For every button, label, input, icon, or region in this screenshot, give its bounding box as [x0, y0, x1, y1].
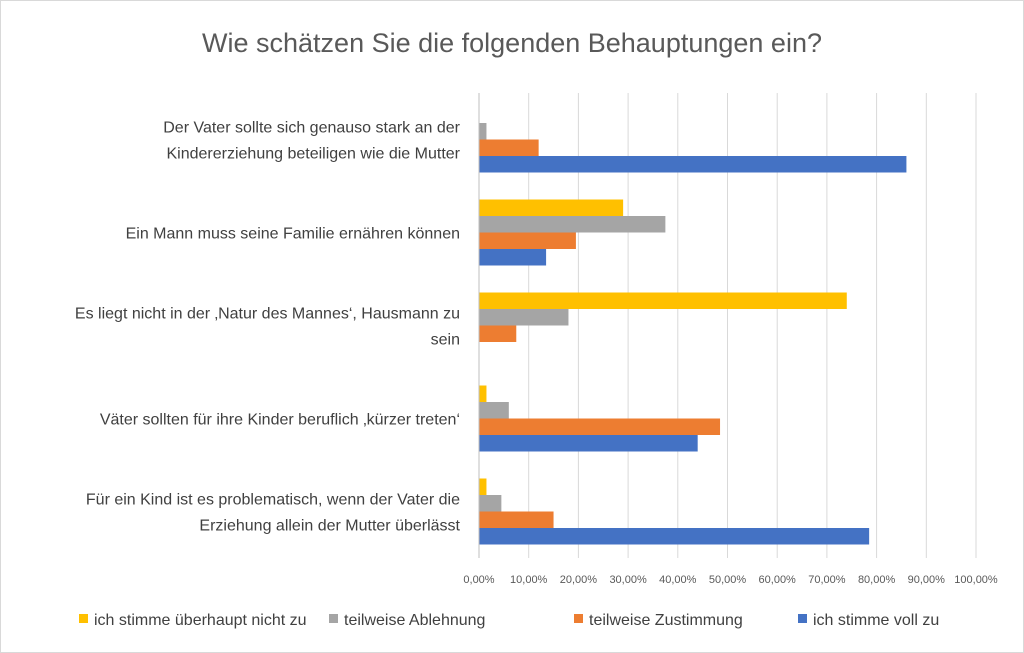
bar — [479, 292, 847, 309]
category-label: Ein Mann muss seine Familie ernähren kön… — [126, 226, 460, 243]
bar — [479, 511, 554, 528]
bar — [479, 418, 721, 435]
chart-title: Wie schätzen Sie die folgenden Behauptun… — [202, 28, 822, 58]
x-tick-label: 70,00% — [808, 574, 846, 586]
bar — [479, 139, 539, 156]
x-tick-label: 100,00% — [954, 574, 998, 586]
x-tick-labels: 0,00% 10,00% 20,00% 30,00% 40,00% 50,00% 60,00… — [463, 574, 998, 586]
category-label: Für ein Kind ist es problematisch, wenn … — [86, 492, 460, 509]
bars — [479, 123, 907, 545]
legend-swatch — [798, 614, 807, 623]
bar — [479, 123, 487, 140]
legend-swatch — [329, 614, 338, 623]
category-label: Es liegt nicht in der ‚Natur des Mannes‘… — [75, 306, 460, 323]
bar — [479, 232, 576, 249]
x-tick-label: 10,00% — [510, 574, 548, 586]
bar — [479, 478, 487, 495]
x-tick-label: 50,00% — [709, 574, 747, 586]
legend-label: ich stimme voll zu — [813, 612, 939, 629]
legend: ich stimme überhaupt nicht zu teilweise A… — [79, 612, 939, 629]
x-tick-label: 40,00% — [659, 574, 697, 586]
bar — [479, 435, 698, 452]
category-label: Der Vater sollte sich genauso stark an d… — [163, 120, 460, 137]
category-label: Väter sollten für ihre Kinder beruflich … — [100, 412, 460, 429]
bar — [479, 156, 907, 173]
category-label: Erziehung allein der Mutter überlässt — [199, 518, 460, 535]
x-tick-label: 0,00% — [463, 574, 494, 586]
x-tick-label: 20,00% — [560, 574, 598, 586]
bar — [479, 528, 870, 545]
bar — [479, 325, 517, 342]
bar — [479, 249, 547, 266]
bar — [479, 216, 666, 233]
category-label: sein — [431, 332, 460, 349]
x-tick-label: 80,00% — [858, 574, 896, 586]
x-tick-label: 90,00% — [908, 574, 946, 586]
legend-swatch — [574, 614, 583, 623]
bar — [479, 309, 569, 326]
bar — [479, 495, 502, 512]
category-labels: Der Vater sollte sich genauso stark an d… — [75, 120, 461, 535]
category-label: Kindererziehung beteiligen wie die Mutte… — [166, 146, 460, 163]
legend-label: teilweise Zustimmung — [589, 612, 743, 629]
bar — [479, 385, 487, 402]
legend-label: ich stimme überhaupt nicht zu — [94, 612, 307, 629]
legend-swatch — [79, 614, 88, 623]
x-tick-label: 60,00% — [759, 574, 797, 586]
bar — [479, 199, 624, 216]
x-tick-label: 30,00% — [609, 574, 647, 586]
bar — [479, 402, 509, 419]
legend-label: teilweise Ablehnung — [344, 612, 485, 629]
